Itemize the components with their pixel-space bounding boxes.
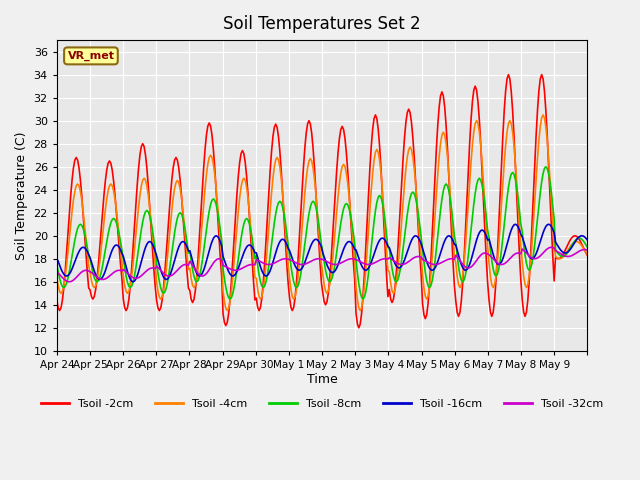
X-axis label: Time: Time [307, 372, 337, 385]
Title: Soil Temperatures Set 2: Soil Temperatures Set 2 [223, 15, 421, 33]
Legend: Tsoil -2cm, Tsoil -4cm, Tsoil -8cm, Tsoil -16cm, Tsoil -32cm: Tsoil -2cm, Tsoil -4cm, Tsoil -8cm, Tsoi… [36, 395, 608, 414]
Y-axis label: Soil Temperature (C): Soil Temperature (C) [15, 131, 28, 260]
Text: VR_met: VR_met [67, 51, 115, 61]
